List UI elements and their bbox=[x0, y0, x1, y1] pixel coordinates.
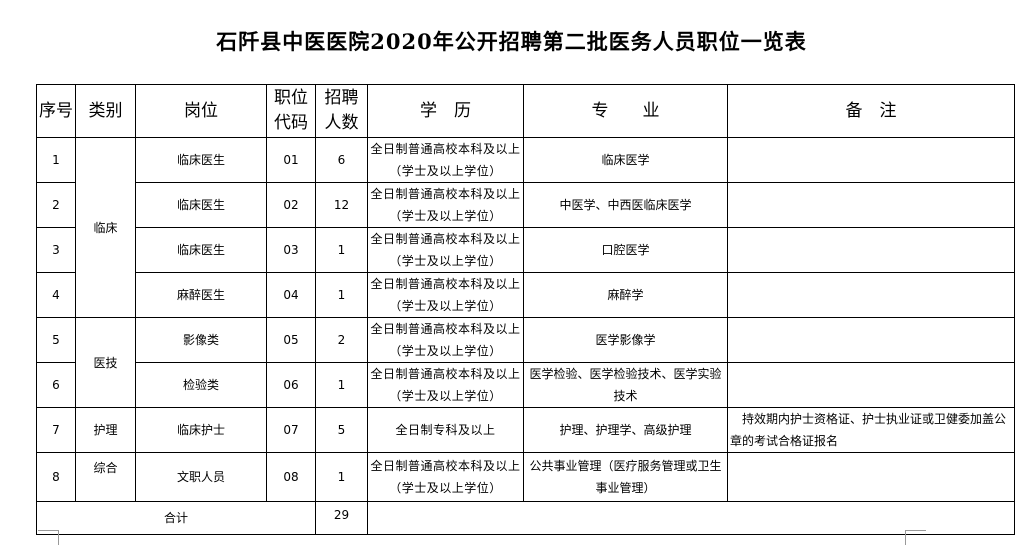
category-cell: 临床 bbox=[75, 137, 136, 318]
count-cell: 1 bbox=[315, 227, 368, 273]
table-row: 2 临床医生 02 12 全日制普通高校本科及以上（学士及以上学位） 中医学、中西医临床医… bbox=[36, 182, 1015, 228]
count-cell: 5 bbox=[315, 407, 368, 453]
post-cell: 临床医生 bbox=[135, 137, 267, 183]
education-cell: 全日制普通高校本科及以上（学士及以上学位） bbox=[367, 362, 524, 408]
education-cell: 全日制普通高校本科及以上（学士及以上学位） bbox=[367, 317, 524, 363]
major-cell: 中医学、中西医临床医学 bbox=[523, 182, 728, 228]
education-cell: 全日制普通高校本科及以上（学士及以上学位） bbox=[367, 452, 524, 502]
code-cell: 01 bbox=[266, 137, 316, 183]
header-cell: 专 业 bbox=[523, 84, 728, 138]
positions-table: 序号 类别 岗位 职位代码 招聘人数 学 历 专 业 备 注 1 临床 临床医生 01… bbox=[36, 84, 1015, 535]
code-cell: 03 bbox=[266, 227, 316, 273]
header-cell: 类别 bbox=[75, 84, 136, 138]
education-cell: 全日制普通高校本科及以上（学士及以上学位） bbox=[367, 227, 524, 273]
row-number: 7 bbox=[36, 407, 76, 453]
major-cell: 公共事业管理（医疗服务管理或卫生事业管理） bbox=[523, 452, 728, 502]
row-number: 2 bbox=[36, 182, 76, 228]
row-number: 4 bbox=[36, 272, 76, 318]
total-label: 合计 bbox=[36, 501, 316, 535]
corner-mark bbox=[905, 530, 926, 545]
note-cell bbox=[727, 317, 1015, 363]
major-cell: 临床医学 bbox=[523, 137, 728, 183]
table-row: 3 临床医生 03 1 全日制普通高校本科及以上（学士及以上学位） 口腔医学 bbox=[36, 227, 1015, 273]
post-cell: 文职人员 bbox=[135, 452, 267, 502]
row-number: 8 bbox=[36, 452, 76, 502]
count-cell: 12 bbox=[315, 182, 368, 228]
note-cell bbox=[727, 137, 1015, 183]
count-cell: 6 bbox=[315, 137, 368, 183]
header-cell: 招聘人数 bbox=[315, 84, 368, 138]
table-row: 6 检验类 06 1 全日制普通高校本科及以上（学士及以上学位） 医学检验、医学检验技术、… bbox=[36, 362, 1015, 408]
post-cell: 临床医生 bbox=[135, 182, 267, 228]
major-cell: 护理、护理学、高级护理 bbox=[523, 407, 728, 453]
table-row: 4 麻醉医生 04 1 全日制普通高校本科及以上（学士及以上学位） 麻醉学 bbox=[36, 272, 1015, 318]
category-cell: 综合 bbox=[75, 452, 136, 502]
table-row: 5 医技 影像类 05 2 全日制普通高校本科及以上（学士及以上学位） 医学影像学 bbox=[36, 317, 1015, 408]
major-cell: 医学影像学 bbox=[523, 317, 728, 363]
count-cell: 2 bbox=[315, 317, 368, 363]
row-number: 3 bbox=[36, 227, 76, 273]
education-cell: 全日制普通高校本科及以上（学士及以上学位） bbox=[367, 137, 524, 183]
total-count: 29 bbox=[315, 501, 368, 535]
table-header: 序号 类别 岗位 职位代码 招聘人数 学 历 专 业 备 注 bbox=[36, 84, 1015, 138]
row-number: 5 bbox=[36, 317, 76, 363]
table-row: 7 护理 临床护士 07 5 全日制专科及以上 护理、护理学、高级护理 持效期内护士资格证、… bbox=[36, 407, 1015, 453]
page-title: 石阡县中医医院2020年公开招聘第二批医务人员职位一览表 bbox=[216, 29, 807, 54]
header-cell: 备 注 bbox=[727, 84, 1015, 138]
code-cell: 05 bbox=[266, 317, 316, 363]
note-cell: 持效期内护士资格证、护士执业证或卫健委加盖公章的考试合格证报名 bbox=[727, 407, 1015, 453]
code-cell: 08 bbox=[266, 452, 316, 502]
count-cell: 1 bbox=[315, 272, 368, 318]
total-empty bbox=[367, 501, 1015, 535]
count-cell: 1 bbox=[315, 362, 368, 408]
major-cell: 口腔医学 bbox=[523, 227, 728, 273]
note-cell bbox=[727, 182, 1015, 228]
header-cell: 序号 bbox=[36, 84, 76, 138]
note-cell bbox=[727, 272, 1015, 318]
category-cell: 护理 bbox=[75, 407, 136, 453]
note-cell bbox=[727, 227, 1015, 273]
note-cell bbox=[727, 452, 1015, 502]
major-cell: 医学检验、医学检验技术、医学实验技术 bbox=[523, 362, 728, 408]
corner-mark bbox=[38, 530, 59, 545]
table-row: 1 临床 临床医生 01 6 全日制普通高校本科及以上（学士及以上学位） 临床医学 bbox=[36, 137, 1015, 318]
post-cell: 临床医生 bbox=[135, 227, 267, 273]
note-cell bbox=[727, 362, 1015, 408]
post-cell: 临床护士 bbox=[135, 407, 267, 453]
code-cell: 06 bbox=[266, 362, 316, 408]
education-cell: 全日制专科及以上 bbox=[367, 407, 524, 453]
table-row: 8 综合 文职人员 08 1 全日制普通高校本科及以上（学士及以上学位） 公共事业管理（医疗… bbox=[36, 452, 1015, 502]
header-cell: 岗位 bbox=[135, 84, 267, 138]
row-number: 6 bbox=[36, 362, 76, 408]
code-cell: 04 bbox=[266, 272, 316, 318]
post-cell: 影像类 bbox=[135, 317, 267, 363]
major-cell: 麻醉学 bbox=[523, 272, 728, 318]
code-cell: 07 bbox=[266, 407, 316, 453]
total-row: 合计 29 bbox=[36, 501, 1015, 535]
post-cell: 检验类 bbox=[135, 362, 267, 408]
education-cell: 全日制普通高校本科及以上（学士及以上学位） bbox=[367, 182, 524, 228]
count-cell: 1 bbox=[315, 452, 368, 502]
education-cell: 全日制普通高校本科及以上（学士及以上学位） bbox=[367, 272, 524, 318]
header-cell: 职位代码 bbox=[266, 84, 316, 138]
category-cell: 医技 bbox=[75, 317, 136, 408]
code-cell: 02 bbox=[266, 182, 316, 228]
row-number: 1 bbox=[36, 137, 76, 183]
post-cell: 麻醉医生 bbox=[135, 272, 267, 318]
header-cell: 学 历 bbox=[367, 84, 524, 138]
